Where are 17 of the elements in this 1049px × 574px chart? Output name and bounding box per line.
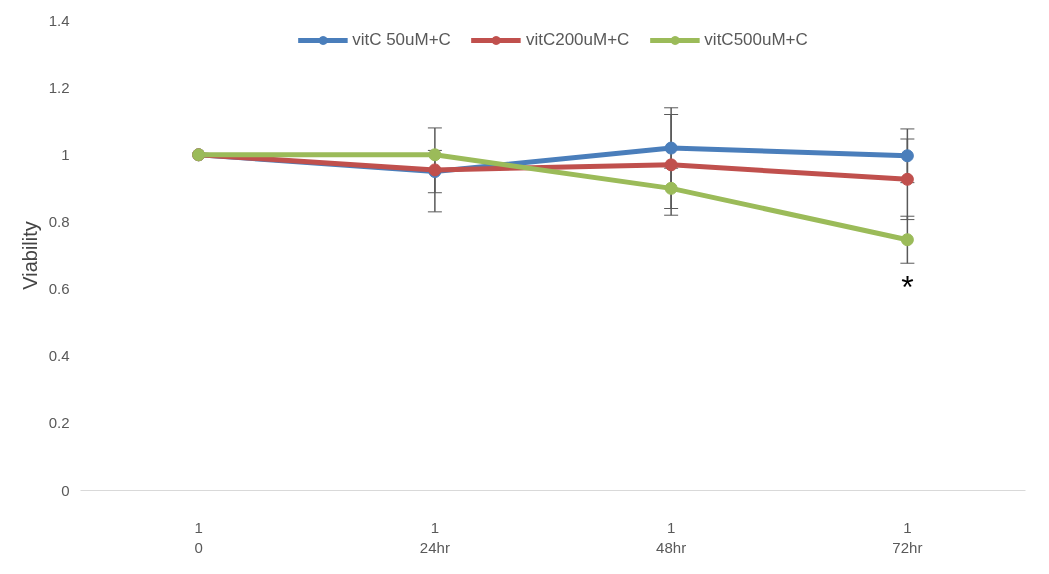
x-tick-label: 1 48hr [656, 518, 687, 556]
legend-label: vitC500uM+C [704, 30, 808, 50]
y-tick-label: 0 [61, 481, 70, 499]
y-tick-label: 0.2 [48, 414, 70, 432]
y-tick-label: 1.4 [48, 11, 70, 29]
y-tick-label: 1.2 [48, 78, 70, 96]
y-tick-label: 0.8 [48, 212, 70, 230]
x-tick-label: 1 0 [194, 518, 203, 556]
legend-label: vitC200uM+C [525, 30, 630, 50]
y-tick-label: 0.4 [48, 347, 70, 365]
annotation: * [901, 269, 914, 306]
y-tick-label: 0.6 [48, 280, 70, 298]
legend-label: vitC 50uM+C [352, 30, 451, 50]
x-tick-label: 1 72hr [892, 518, 923, 556]
y-axis-title: Viability [18, 221, 41, 290]
x-tick-label: 1 24hr [419, 518, 450, 556]
y-tick-label: 1 [61, 145, 70, 163]
